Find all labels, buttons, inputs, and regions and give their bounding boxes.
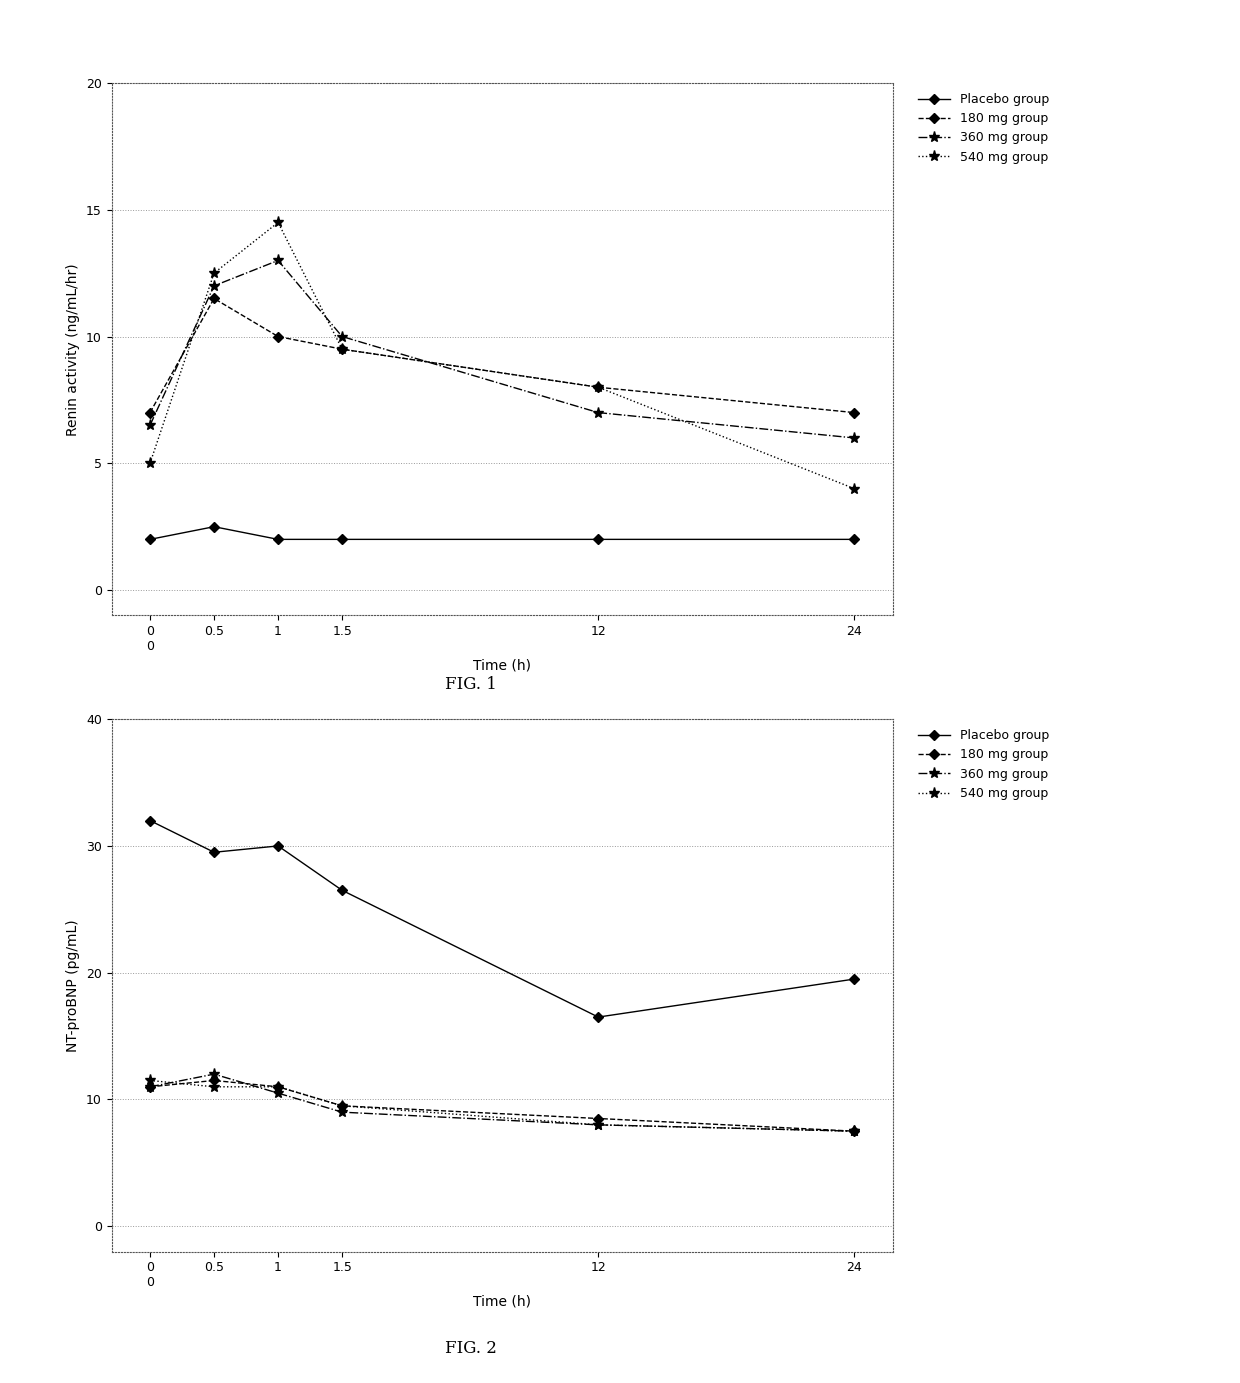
180 mg group (207, 1072, 222, 1088)
Line: 540 mg group: 540 mg group (145, 1075, 859, 1137)
Placebo group (847, 971, 862, 987)
360 mg group (270, 1084, 285, 1101)
360 mg group (590, 1116, 605, 1133)
180 mg group (335, 1098, 350, 1115)
540 mg group (847, 1123, 862, 1140)
540 mg group (335, 340, 350, 357)
Placebo group (143, 531, 157, 548)
540 mg group (847, 480, 862, 496)
Placebo group (270, 531, 285, 548)
Placebo group (270, 838, 285, 855)
360 mg group (590, 404, 605, 420)
540 mg group (270, 214, 285, 231)
Legend: Placebo group, 180 mg group, 360 mg group, 540 mg group: Placebo group, 180 mg group, 360 mg grou… (915, 90, 1053, 167)
180 mg group (590, 1111, 605, 1127)
540 mg group (270, 1079, 285, 1095)
Y-axis label: NT-proBNP (pg/mL): NT-proBNP (pg/mL) (67, 920, 81, 1051)
Placebo group (335, 882, 350, 899)
540 mg group (335, 1098, 350, 1115)
Text: FIG. 2: FIG. 2 (445, 1340, 497, 1357)
180 mg group (847, 404, 862, 420)
Line: 360 mg group: 360 mg group (145, 1069, 859, 1137)
180 mg group (270, 328, 285, 344)
180 mg group (847, 1123, 862, 1140)
360 mg group (335, 1104, 350, 1120)
180 mg group (590, 379, 605, 396)
Line: Placebo group: Placebo group (146, 817, 858, 1021)
Placebo group (590, 1008, 605, 1025)
180 mg group (335, 340, 350, 357)
X-axis label: Time (h): Time (h) (474, 1294, 531, 1308)
Y-axis label: Renin activity (ng/mL/hr): Renin activity (ng/mL/hr) (67, 263, 81, 436)
540 mg group (143, 1072, 157, 1088)
360 mg group (847, 1123, 862, 1140)
540 mg group (590, 1116, 605, 1133)
360 mg group (143, 418, 157, 434)
Line: 360 mg group: 360 mg group (145, 254, 859, 444)
Line: 180 mg group: 180 mg group (146, 295, 858, 416)
Text: FIG. 1: FIG. 1 (445, 676, 497, 693)
Line: 540 mg group: 540 mg group (145, 217, 859, 494)
360 mg group (335, 328, 350, 344)
X-axis label: Time (h): Time (h) (474, 658, 531, 672)
Placebo group (207, 519, 222, 535)
360 mg group (847, 430, 862, 447)
360 mg group (143, 1079, 157, 1095)
Placebo group (590, 531, 605, 548)
Placebo group (207, 844, 222, 860)
540 mg group (207, 1079, 222, 1095)
180 mg group (143, 1079, 157, 1095)
180 mg group (207, 290, 222, 307)
540 mg group (207, 266, 222, 282)
360 mg group (207, 1066, 222, 1083)
Placebo group (847, 531, 862, 548)
Legend: Placebo group, 180 mg group, 360 mg group, 540 mg group: Placebo group, 180 mg group, 360 mg grou… (915, 726, 1053, 804)
180 mg group (143, 404, 157, 420)
360 mg group (207, 278, 222, 295)
180 mg group (270, 1079, 285, 1095)
Line: Placebo group: Placebo group (146, 523, 858, 544)
360 mg group (270, 252, 285, 268)
Placebo group (143, 812, 157, 828)
Line: 180 mg group: 180 mg group (146, 1077, 858, 1134)
Placebo group (335, 531, 350, 548)
540 mg group (143, 455, 157, 472)
540 mg group (590, 379, 605, 396)
